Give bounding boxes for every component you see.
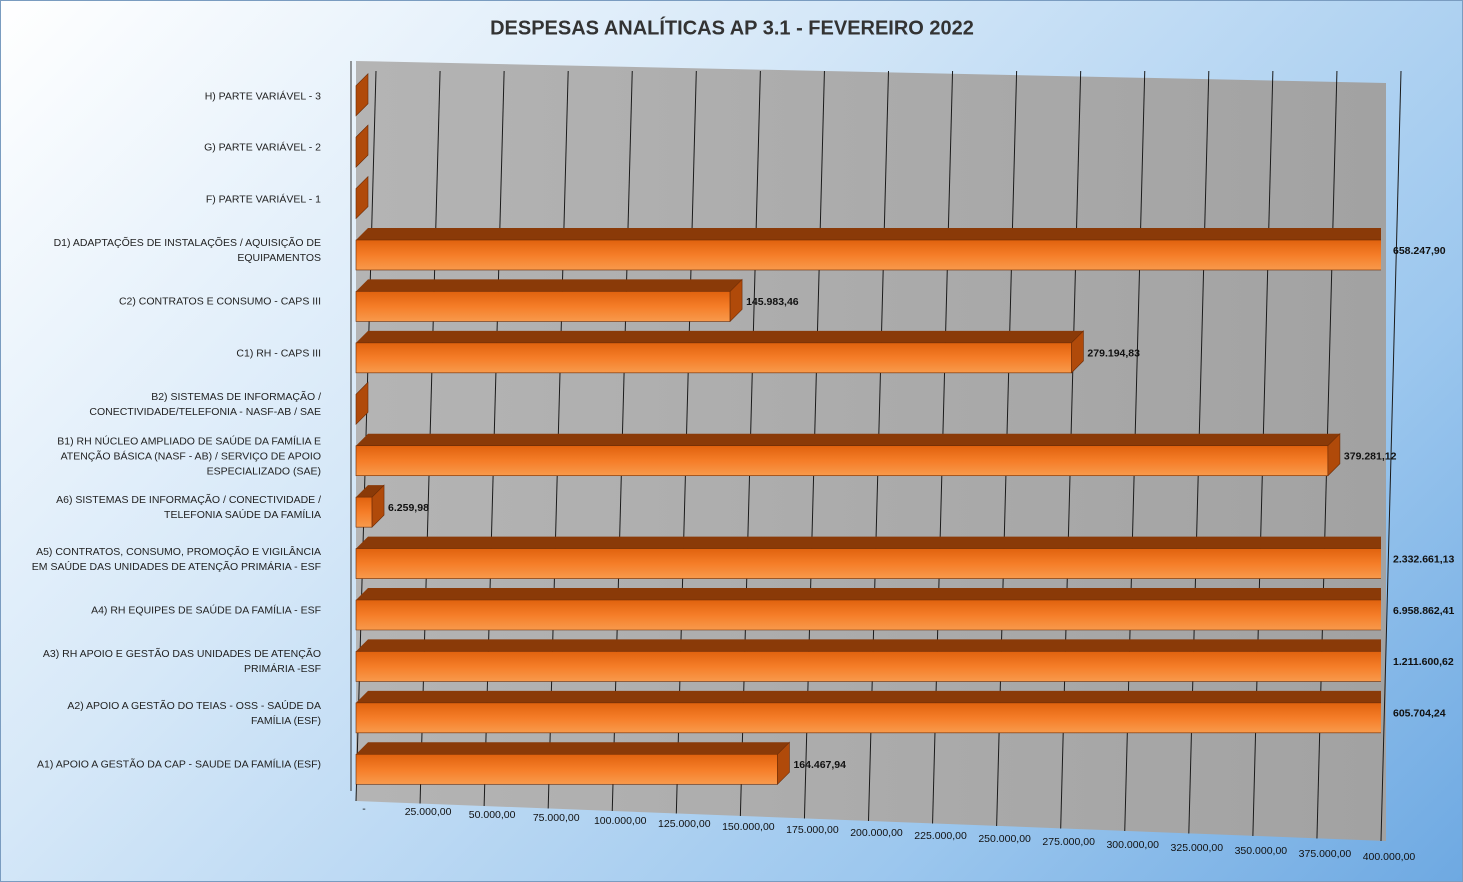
x-tick-label: 200.000,00 [850,827,903,839]
bar-top [356,485,385,498]
x-tick-label: 350.000,00 [1235,845,1288,857]
bar-side [355,381,369,426]
bar-top [356,228,1381,240]
bar-side [1071,330,1084,374]
bar-side [777,741,790,786]
value-label: 6.958.862,41 [1393,605,1454,617]
y-tick-label: B1) RH NÚCLEO AMPLIADO DE SAÚDE DA FAMÍL… [57,435,321,478]
value-label: 6.259,98 [388,502,429,514]
bar-top [356,588,1381,600]
y-tick-label: A5) CONTRATOS, CONSUMO, PROMOÇÃO E VIGIL… [31,545,321,573]
y-tick-label: C1) RH - CAPS III [236,347,321,360]
y-tick-label: A4) RH EQUIPES DE SAÚDE DA FAMÍLIA - ESF [91,604,321,617]
bar [355,548,1381,579]
bar-top [356,742,790,755]
y-tick-label: A1) APOIO A GESTÃO DA CAP - SAUDE DA FAM… [37,758,321,771]
x-tick-label: 50.000,00 [469,809,516,821]
bar-side [371,484,385,528]
bar-top [356,639,1381,652]
bar-side [355,72,369,117]
bar-side [1327,432,1341,477]
value-label: 145.983,46 [746,296,799,308]
bar [355,702,1381,734]
x-tick-label: 400.000,00 [1363,851,1416,863]
x-tick-label: 275.000,00 [1042,836,1095,848]
x-tick-label: 225.000,00 [914,830,967,842]
y-tick-label: D1) ADAPTAÇÕES DE INSTALAÇÕES / AQUISIÇÃ… [53,237,321,264]
x-tick-label: 175.000,00 [786,824,839,836]
value-label: 279.194,83 [1087,348,1140,360]
value-label: 2.332.661,13 [1393,553,1454,565]
y-tick-label: B2) SISTEMAS DE INFORMAÇÃO / CONECTIVIDA… [89,391,321,419]
value-label: 605.704,24 [1393,708,1446,720]
grid-line [1380,70,1402,842]
x-tick-label: 100.000,00 [594,815,647,827]
bar-top [356,690,1381,703]
bar-top [356,433,1340,446]
x-tick-label: 25.000,00 [405,806,452,818]
bar-top [356,330,1084,343]
y-tick-label: G) PARTE VARIÁVEL - 2 [204,141,321,154]
value-label: 1.211.600,62 [1393,656,1454,668]
y-tick-label: F) PARTE VARIÁVEL - 1 [205,193,321,206]
bar [355,599,1381,631]
x-tick-label: 250.000,00 [978,833,1031,845]
y-tick-label: C2) CONTRATOS E CONSUMO - CAPS III [118,295,321,308]
bar-side [355,175,369,220]
y-tick-label: A6) SISTEMAS DE INFORMAÇÃO / CONECTIVIDA… [56,494,321,522]
bar [355,651,1381,682]
x-tick-label: 300.000,00 [1106,839,1159,851]
bar [355,445,1329,477]
x-tick-label: 75.000,00 [533,812,580,824]
bar [355,496,373,528]
bar-side [729,278,743,323]
value-label: 379.281,12 [1344,450,1397,462]
value-label: 658.247,90 [1393,245,1446,257]
y-tick-label: A3) RH APOIO E GESTÃO DAS UNIDADES DE AT… [42,648,321,676]
bar-top [356,536,1381,549]
bar [355,291,731,322]
x-tick-label: 150.000,00 [722,821,775,833]
x-tick-label: 125.000,00 [658,818,711,830]
chart-title: DESPESAS ANALÍTICAS AP 3.1 - FEVEREIRO 2… [490,16,974,39]
x-tick-label: 325.000,00 [1171,842,1224,854]
y-tick-label: A2) APOIO A GESTÃO DO TEIAS - OSS - SAÚD… [67,699,321,727]
value-label: 164.467,94 [793,759,846,771]
bar [355,342,1072,374]
x-tick-label: 375.000,00 [1299,848,1352,860]
x-tick-label: - [362,803,366,815]
bar-top [356,279,743,292]
bar [355,753,778,785]
bar-side [355,124,369,168]
bar [355,239,1381,271]
y-tick-label: H) PARTE VARIÁVEL - 3 [204,90,321,103]
